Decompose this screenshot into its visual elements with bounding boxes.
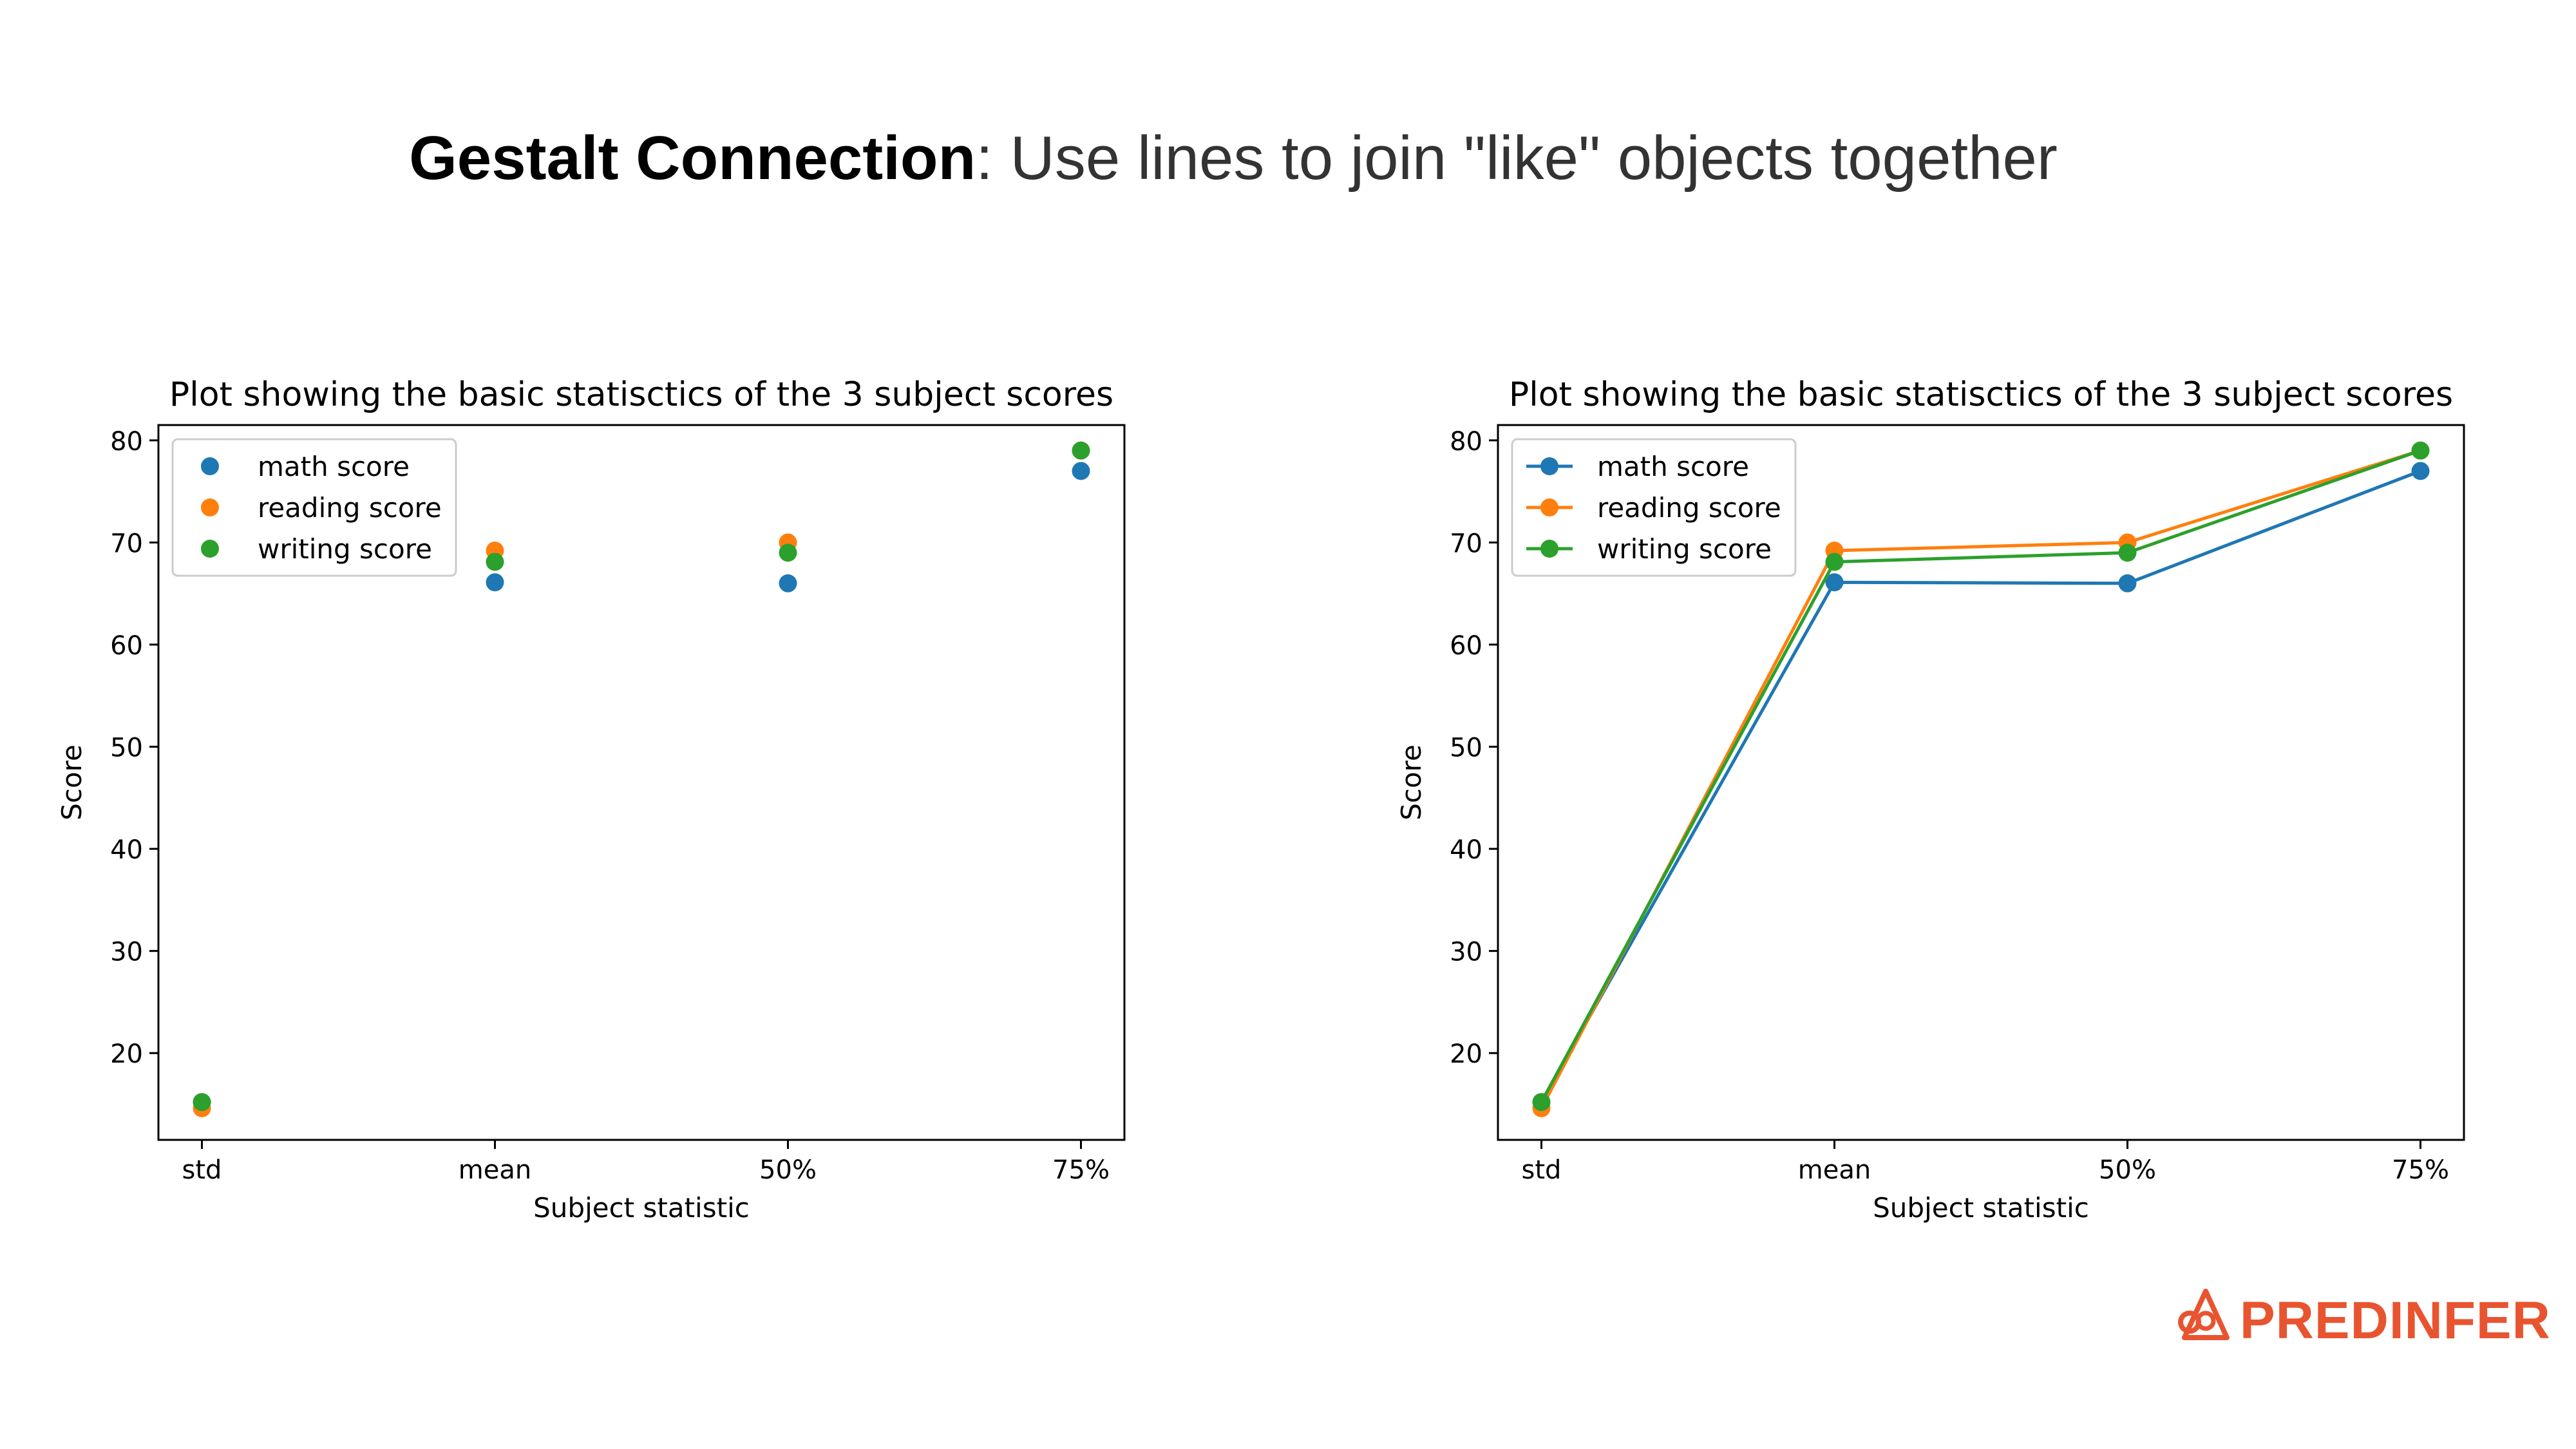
y-tick-label-80: 80 [110, 427, 143, 457]
writing-score-point-mean [486, 553, 504, 571]
y-axis-label: Score [56, 744, 88, 820]
x-tick-label-std: std [1522, 1155, 1562, 1185]
chart-title: Plot showing the basic statisctics of th… [169, 375, 1113, 414]
x-tick-label-50pct: 50% [2099, 1155, 2156, 1185]
x-tick-label-std: std [182, 1155, 222, 1185]
y-tick-label-50: 50 [110, 734, 143, 763]
x-tick-label-50pct: 50% [759, 1155, 817, 1185]
writing-score-point-std [1532, 1093, 1551, 1112]
math-score-point-50pct [779, 574, 797, 592]
legend-marker-math-score [1540, 457, 1558, 475]
writing-score-point-50pct [779, 544, 797, 562]
line-chart: Plot showing the basic statisctics of th… [1396, 375, 2465, 1224]
x-axis-label: Subject statistic [533, 1192, 750, 1224]
x-tick-label-mean: mean [459, 1155, 531, 1185]
y-tick-label-80: 80 [1450, 427, 1482, 457]
math-score-point-mean [486, 573, 504, 592]
legend-label-writing-score: writing score [1597, 533, 1772, 565]
y-tick-label-70: 70 [1450, 529, 1482, 558]
y-tick-label-70: 70 [110, 529, 143, 558]
predinfer-logo: PREDINFER [2177, 1285, 2550, 1362]
legend-marker-math-score [201, 457, 219, 475]
y-tick-label-40: 40 [110, 835, 143, 865]
brand-name: PREDINFER [2240, 1291, 2551, 1350]
y-tick-label-40: 40 [1450, 835, 1482, 865]
legend-box [171, 438, 457, 577]
writing-score-point-75pct [2411, 441, 2430, 460]
math-score-point-75pct [2411, 462, 2430, 480]
legend-marker-reading-score [201, 498, 219, 516]
x-tick-label-75pct: 75% [1052, 1155, 1110, 1185]
legend-label-math-score: math score [1597, 451, 1749, 482]
legend-marker-writing-score [1540, 540, 1558, 558]
y-tick-label-30: 30 [1450, 938, 1482, 967]
writing-score-point-50pct [2118, 544, 2137, 562]
legend-label-writing-score: writing score [258, 533, 432, 565]
math-score-point-mean [1825, 573, 1844, 592]
y-tick-label-60: 60 [110, 631, 143, 661]
legend-label-math-score: math score [258, 451, 410, 482]
writing-score-line [1540, 449, 2421, 1103]
y-tick-label-30: 30 [110, 938, 143, 967]
legend-box [1511, 438, 1797, 577]
legend-marker-reading-score [1540, 498, 1558, 516]
y-tick-label-60: 60 [1450, 631, 1482, 661]
chart-title: Plot showing the basic statisctics of th… [1509, 375, 2453, 414]
scatter-chart: Plot showing the basic statisctics of th… [56, 375, 1126, 1224]
slide-title-bold: Gestalt Connection [409, 124, 976, 193]
y-tick-label-50: 50 [1450, 734, 1482, 763]
writing-score-point-mean [1825, 553, 1844, 571]
legend-label-reading-score: reading score [1597, 492, 1781, 524]
y-tick-label-20: 20 [1450, 1039, 1482, 1069]
legend-marker-writing-score [201, 540, 219, 558]
y-axis-label: Score [1396, 744, 1427, 820]
slide-title: Gestalt Connection: Use lines to join "l… [0, 120, 2467, 197]
x-axis-label: Subject statistic [1873, 1192, 2089, 1224]
y-tick-label-20: 20 [110, 1039, 143, 1069]
math-score-point-50pct [2118, 574, 2137, 592]
math-score-line [1540, 469, 2421, 1103]
x-tick-label-75pct: 75% [2392, 1155, 2449, 1185]
predinfer-logo-icon [2178, 1289, 2230, 1340]
x-tick-label-mean: mean [1798, 1155, 1871, 1185]
plot-frame [1497, 424, 2465, 1141]
slide-title-rest: : Use lines to join "like" objects toget… [976, 124, 2058, 193]
math-score-point-75pct [1072, 462, 1090, 480]
writing-score-point-std [193, 1093, 211, 1112]
plot-frame [157, 424, 1126, 1141]
legend-label-reading-score: reading score [258, 492, 442, 524]
writing-score-point-75pct [1072, 441, 1090, 460]
